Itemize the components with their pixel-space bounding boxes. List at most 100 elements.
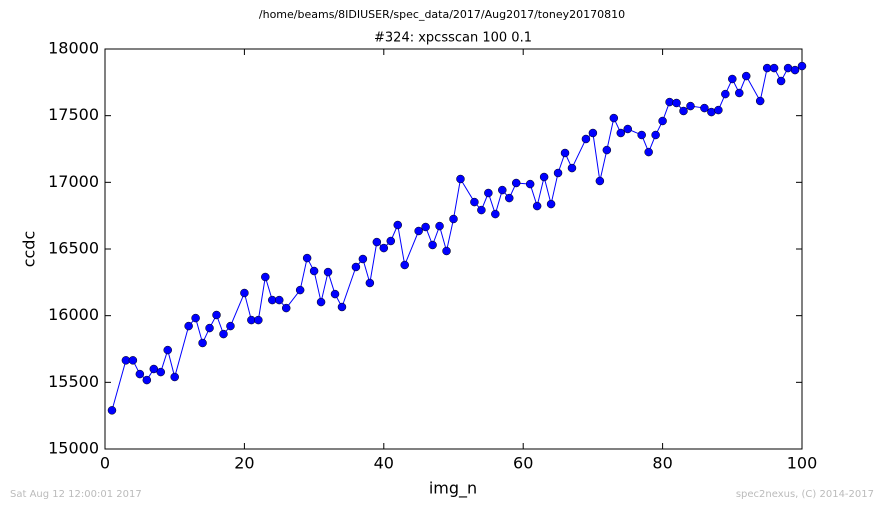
data-point bbox=[651, 130, 660, 140]
data-point bbox=[491, 209, 500, 219]
data-point bbox=[393, 220, 402, 230]
y-tick-label: 17000 bbox=[48, 172, 99, 191]
data-point bbox=[240, 288, 249, 298]
data-point bbox=[546, 199, 556, 209]
data-point bbox=[226, 321, 235, 331]
data-point bbox=[198, 338, 207, 348]
data-point bbox=[679, 106, 688, 116]
data-point bbox=[219, 329, 228, 339]
data-point bbox=[477, 205, 486, 215]
data-point bbox=[302, 253, 312, 263]
data-point bbox=[351, 262, 361, 272]
data-point bbox=[281, 303, 291, 313]
data-point bbox=[539, 172, 549, 182]
data-point bbox=[560, 148, 570, 158]
y-axis-label: ccdc bbox=[20, 231, 39, 268]
y-tick-label: 15000 bbox=[48, 439, 99, 458]
data-point bbox=[372, 237, 382, 247]
data-point bbox=[156, 367, 166, 377]
data-point bbox=[728, 74, 737, 84]
data-point bbox=[588, 128, 598, 138]
data-point bbox=[309, 266, 319, 276]
chart-title: #324: xpcsscan 100 0.1 bbox=[374, 31, 532, 46]
data-point bbox=[254, 315, 263, 325]
plot-frame bbox=[104, 48, 803, 450]
data-point bbox=[365, 278, 375, 288]
data-point bbox=[498, 185, 507, 195]
data-point bbox=[686, 101, 695, 111]
data-point bbox=[212, 310, 221, 320]
x-tick-label: 40 bbox=[374, 454, 394, 473]
data-point bbox=[449, 214, 458, 224]
data-point bbox=[735, 88, 744, 98]
data-point bbox=[623, 124, 632, 134]
data-point bbox=[184, 321, 193, 331]
data-point bbox=[511, 178, 521, 188]
data-point bbox=[330, 289, 340, 299]
suptitle: /home/beams/8IDIUSER/spec_data/2017/Aug2… bbox=[259, 8, 625, 21]
data-point bbox=[316, 297, 326, 307]
data-point bbox=[700, 103, 709, 113]
x-tick-label: 0 bbox=[100, 454, 110, 473]
data-point bbox=[581, 134, 591, 144]
data-point bbox=[714, 105, 723, 115]
data-point bbox=[337, 302, 347, 312]
data-point bbox=[414, 226, 423, 236]
data-point bbox=[170, 372, 179, 382]
data-point bbox=[567, 163, 577, 173]
data-point bbox=[505, 193, 514, 203]
data-point bbox=[421, 222, 430, 232]
data-point bbox=[142, 375, 152, 385]
data-point bbox=[107, 406, 117, 415]
data-point bbox=[163, 345, 172, 355]
data-point bbox=[470, 197, 479, 207]
data-point bbox=[191, 313, 200, 323]
data-point bbox=[400, 260, 409, 270]
footer-right: spec2nexus, (C) 2014-2017 bbox=[736, 489, 874, 500]
y-tick-label: 15500 bbox=[48, 372, 99, 391]
data-point bbox=[135, 369, 145, 379]
data-point bbox=[637, 130, 646, 140]
data-point bbox=[595, 176, 605, 186]
x-tick-label: 100 bbox=[787, 454, 818, 473]
x-tick-label: 60 bbox=[513, 454, 533, 473]
series-line bbox=[111, 65, 803, 411]
data-point bbox=[741, 71, 751, 81]
y-tick-label: 17500 bbox=[48, 105, 99, 124]
x-tick-label: 20 bbox=[234, 454, 254, 473]
data-point bbox=[665, 97, 674, 107]
data-point bbox=[553, 168, 563, 178]
data-point bbox=[609, 113, 619, 123]
data-point bbox=[428, 240, 437, 250]
data-point bbox=[532, 201, 542, 211]
data-point bbox=[456, 174, 465, 184]
data-point bbox=[275, 295, 284, 305]
data-point bbox=[755, 96, 765, 106]
data-point bbox=[797, 61, 807, 71]
y-tick-label: 16500 bbox=[48, 239, 99, 258]
data-point bbox=[205, 323, 214, 333]
data-point bbox=[128, 356, 138, 365]
data-point bbox=[525, 179, 535, 189]
x-tick-label: 80 bbox=[652, 454, 672, 473]
data-point bbox=[149, 364, 159, 374]
data-point bbox=[721, 89, 730, 99]
data-point bbox=[442, 246, 451, 256]
data-point bbox=[323, 267, 333, 277]
footer-left: Sat Aug 12 12:00:01 2017 bbox=[10, 489, 142, 500]
data-point bbox=[386, 236, 396, 246]
data-point bbox=[379, 243, 389, 253]
data-point bbox=[616, 128, 626, 138]
data-point bbox=[672, 98, 681, 108]
data-point bbox=[261, 272, 270, 282]
x-axis-label: img_n bbox=[429, 479, 477, 499]
y-tick-label: 16000 bbox=[48, 305, 99, 324]
data-point bbox=[484, 188, 493, 198]
data-point bbox=[358, 254, 368, 264]
data-point bbox=[658, 116, 667, 126]
data-point bbox=[602, 145, 612, 155]
data-point bbox=[644, 147, 653, 157]
data-point bbox=[435, 221, 444, 231]
data-point bbox=[790, 65, 800, 75]
